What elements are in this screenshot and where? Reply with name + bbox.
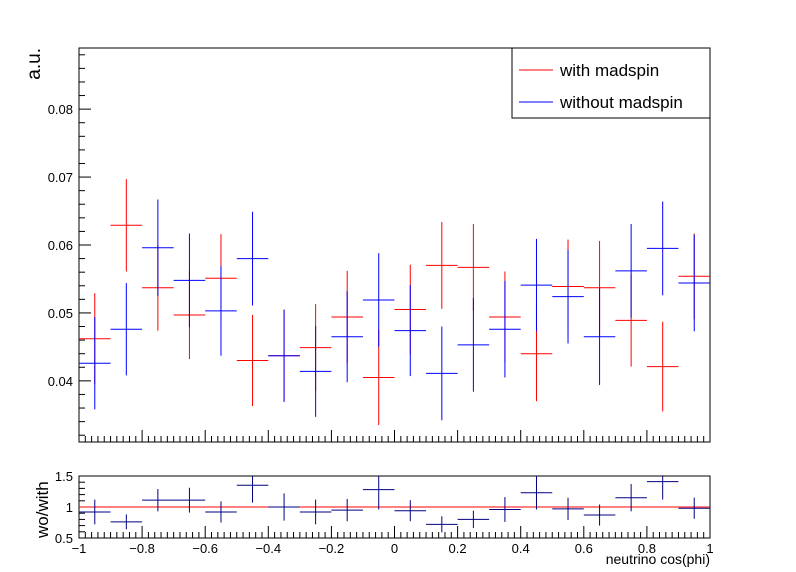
x-tick-label: 1	[706, 541, 713, 556]
x-tick-label: 0	[391, 541, 398, 556]
legend-label-without-madspin: without madspin	[559, 93, 683, 112]
series-ratio	[79, 476, 710, 533]
legend-box	[511, 47, 711, 119]
y-tick-label: 0.05	[48, 306, 73, 321]
y-tick-label: 0.04	[48, 374, 73, 389]
main-y-axis-title: a.u.	[24, 48, 45, 80]
ratio-series-layer	[79, 476, 710, 533]
x-tick-label: −0.6	[192, 541, 218, 556]
main-x-axis	[78, 430, 711, 442]
legend: with madspin without madspin	[511, 47, 711, 119]
ratio-x-axis: −1 −0.8 −0.6 −0.4 −0.2 0 0.2 0.4 0.6 0.8 1	[72, 526, 714, 556]
x-tick-label: 0.2	[449, 541, 467, 556]
x-tick-label: −1	[72, 541, 87, 556]
ratio-y-axis-title: wo/with	[33, 481, 52, 539]
x-axis-title: neutrino cos(phi)	[606, 551, 710, 567]
y-tick-label: 0.07	[48, 170, 73, 185]
x-tick-label: −0.8	[129, 541, 155, 556]
x-tick-label: 0.4	[512, 541, 530, 556]
ratio-y-tick-label: 1.5	[55, 469, 73, 484]
x-tick-label: 0.6	[575, 541, 593, 556]
ratio-y-tick-label: 0.5	[55, 531, 73, 546]
ratio-y-tick-label: 1	[66, 500, 73, 515]
legend-label-with-madspin: with madspin	[559, 61, 659, 80]
y-tick-label: 0.08	[48, 102, 73, 117]
x-tick-label: −0.2	[319, 541, 345, 556]
main-y-axis: 0.04 0.05 0.06 0.07 0.08	[48, 54, 91, 436]
main-series-layer	[79, 179, 710, 426]
x-tick-label: 0.8	[638, 541, 656, 556]
x-tick-label: −0.4	[255, 541, 281, 556]
y-tick-label: 0.06	[48, 238, 73, 253]
series-without-madspin	[79, 199, 710, 421]
